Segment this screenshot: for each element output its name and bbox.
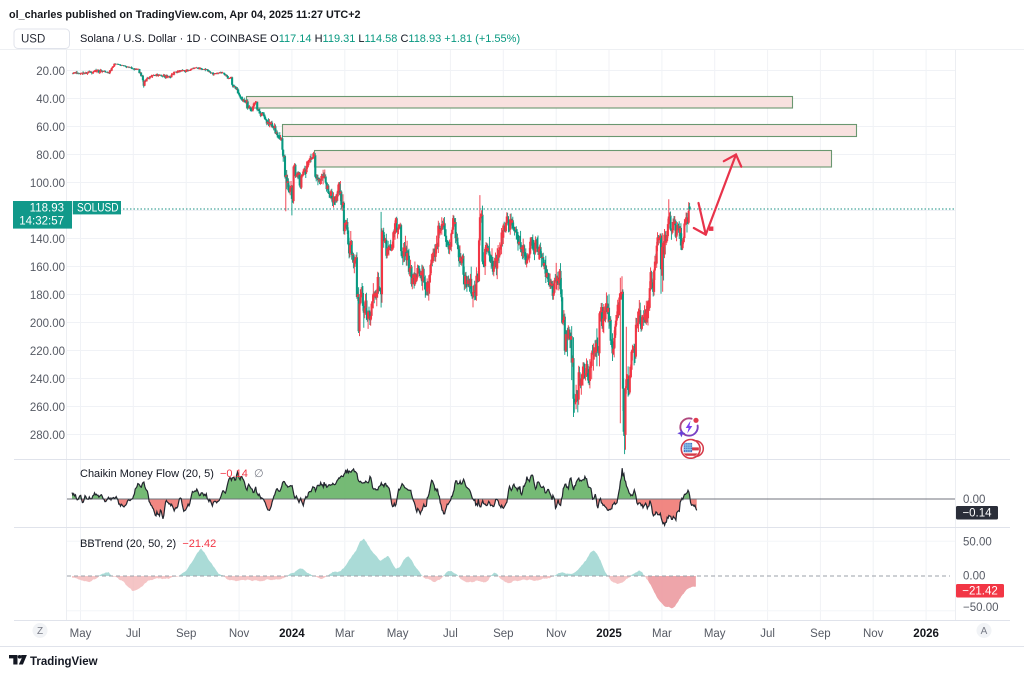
svg-text:−50.00: −50.00 (963, 602, 999, 614)
svg-text:2026: 2026 (913, 628, 939, 640)
svg-text:Jul: Jul (760, 628, 775, 640)
svg-text:May: May (70, 628, 92, 640)
svg-text:Mar: Mar (652, 628, 672, 640)
svg-text:2024: 2024 (279, 628, 305, 640)
svg-text:A: A (981, 626, 988, 637)
svg-text:220.00: 220.00 (30, 346, 65, 358)
svg-text:Jul: Jul (126, 628, 141, 640)
svg-text:−0.14: −0.14 (962, 508, 992, 520)
svg-text:Nov: Nov (546, 628, 567, 640)
svg-text:40.00: 40.00 (36, 94, 65, 106)
svg-text:80.00: 80.00 (36, 150, 65, 162)
svg-text:280.00: 280.00 (30, 430, 65, 442)
svg-text:240.00: 240.00 (30, 374, 65, 386)
svg-text:200.00: 200.00 (30, 318, 65, 330)
svg-text:SOLUSD: SOLUSD (77, 203, 119, 215)
svg-text:USD: USD (21, 34, 45, 46)
svg-text:0.00: 0.00 (963, 571, 985, 583)
svg-text:118.93: 118.93 (30, 203, 64, 215)
svg-text:Jul: Jul (443, 628, 458, 640)
svg-text:60.00: 60.00 (36, 122, 65, 134)
svg-text:−21.42: −21.42 (962, 586, 998, 598)
svg-text:Chaikin Money Flow (20, 5) −0: Chaikin Money Flow (20, 5) −0.14 ∅ (80, 468, 264, 480)
svg-text:14:32:57: 14:32:57 (19, 216, 64, 228)
svg-text:20.00: 20.00 (36, 66, 65, 78)
svg-text:100.00: 100.00 (30, 178, 65, 190)
svg-text:Z: Z (37, 626, 43, 637)
svg-text:Mar: Mar (335, 628, 355, 640)
svg-text:Solana / U.S. Dollar · 1D · CO: Solana / U.S. Dollar · 1D · COINBASE O11… (80, 33, 520, 45)
svg-text:BBTrend (20, 50, 2) −21.42: BBTrend (20, 50, 2) −21.42 (80, 538, 216, 550)
svg-text:Sep: Sep (810, 628, 830, 640)
svg-text:May: May (387, 628, 409, 640)
svg-text:Sep: Sep (176, 628, 196, 640)
svg-text:Sep: Sep (493, 628, 513, 640)
svg-text:Nov: Nov (229, 628, 250, 640)
svg-text:May: May (704, 628, 726, 640)
svg-text:Nov: Nov (863, 628, 884, 640)
svg-text:160.00: 160.00 (30, 262, 65, 274)
svg-text:2025: 2025 (596, 628, 622, 640)
svg-text:ol_charles published on Tradin: ol_charles published on TradingView.com,… (9, 9, 361, 21)
svg-text:50.00: 50.00 (963, 536, 992, 548)
svg-text:140.00: 140.00 (30, 234, 65, 246)
svg-text:0.00: 0.00 (963, 494, 985, 506)
svg-text:180.00: 180.00 (30, 290, 65, 302)
svg-text:260.00: 260.00 (30, 402, 65, 414)
svg-text:TradingView: TradingView (30, 656, 98, 668)
